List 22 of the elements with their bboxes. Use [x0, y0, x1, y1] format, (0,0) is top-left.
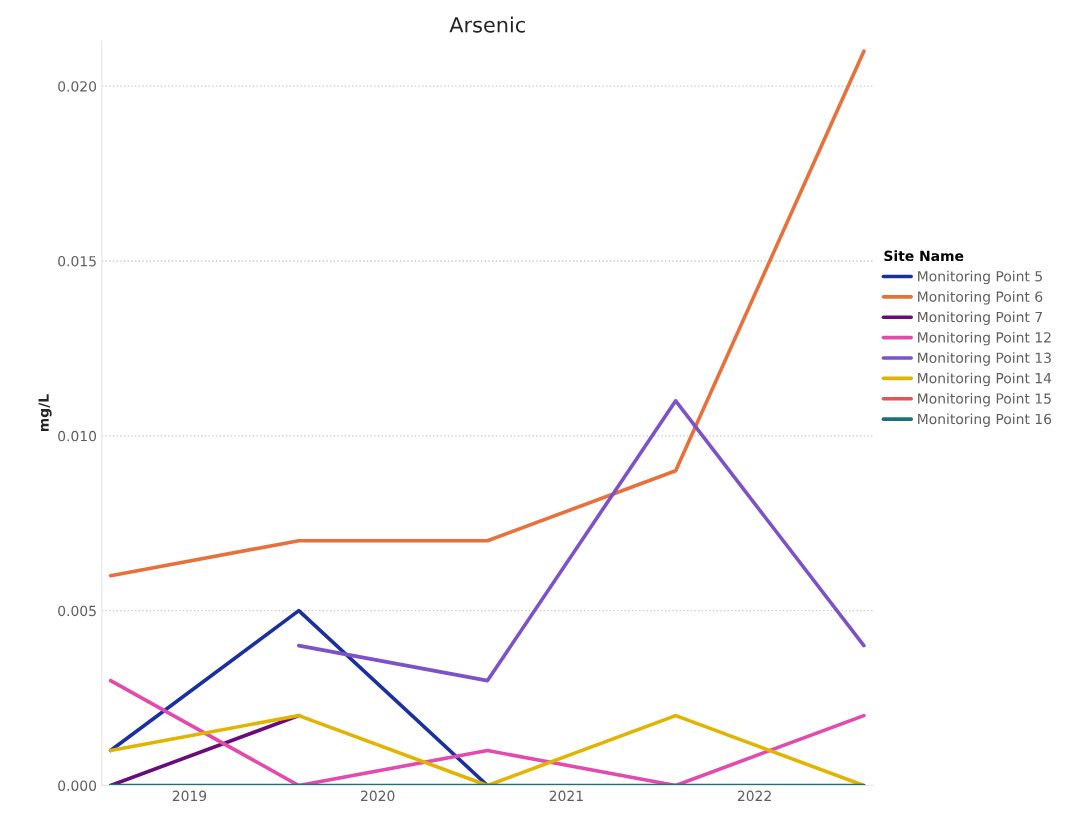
legend-label: Monitoring Point 13 — [918, 352, 1051, 366]
legend-label: Monitoring Point 5 — [918, 270, 1042, 285]
x-tick-label: 2020 — [361, 790, 395, 802]
line-series — [108, 49, 866, 578]
legend-label: Monitoring Point 15 — [918, 393, 1051, 407]
x-tick-label: 2022 — [737, 790, 771, 802]
legend-label: Monitoring Point 14 — [918, 372, 1052, 387]
legend-label: Monitoring Point 7 — [918, 311, 1042, 325]
y-tick-label: 0.000 — [58, 780, 97, 791]
x-tick-label: 2021 — [549, 790, 583, 802]
x-tick-label: 2019 — [172, 790, 207, 802]
y-tick-label: 0.010 — [58, 430, 97, 442]
y-tick-label: 0.015 — [58, 255, 96, 267]
legend-label: Monitoring Point 6 — [918, 291, 1043, 305]
y-tick-label: 0.005 — [58, 605, 96, 617]
chart-title: Arsenic — [449, 16, 525, 33]
legend-label: Monitoring Point 12 — [918, 331, 1051, 346]
y-axis-title: mg/L — [38, 394, 52, 432]
y-tick-label: 0.020 — [58, 81, 97, 92]
legend-title: Site Name — [884, 250, 964, 262]
line-series — [108, 678, 866, 786]
legend-label: Monitoring Point 16 — [918, 413, 1052, 427]
